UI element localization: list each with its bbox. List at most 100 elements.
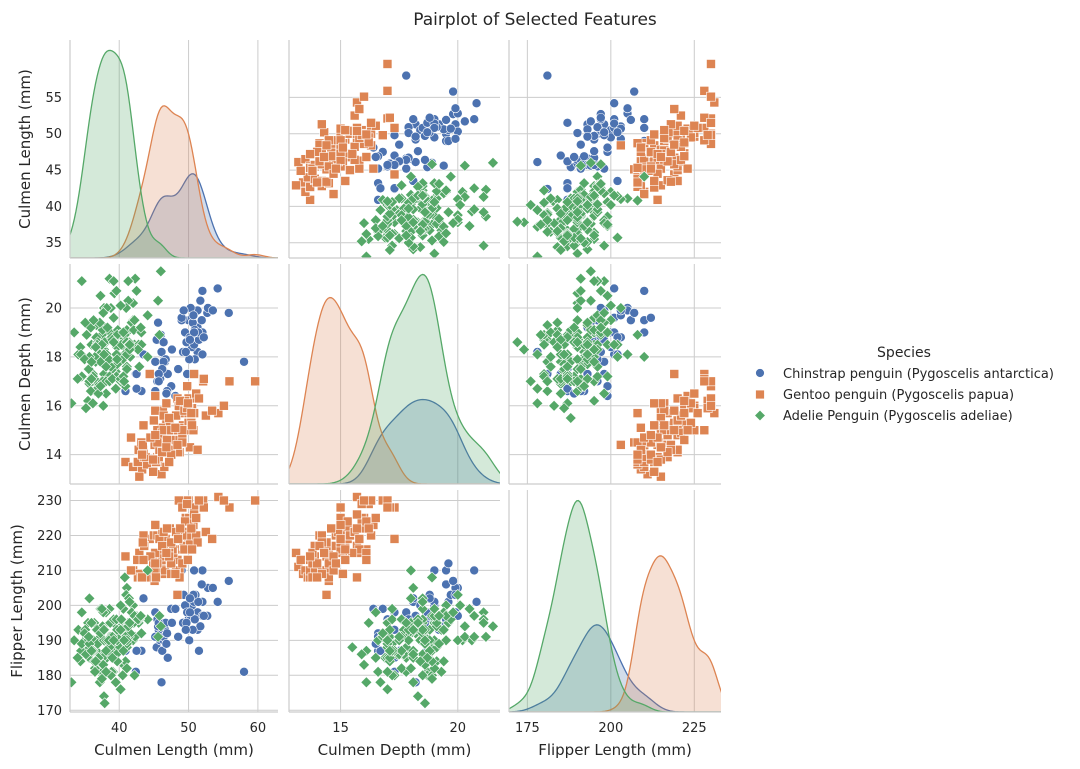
scatter-point-adelie <box>468 182 481 195</box>
scatter-point-gentoo <box>305 149 315 159</box>
scatter-point-adelie <box>135 627 148 640</box>
scatter-point-adelie <box>374 204 387 216</box>
scatter-point-adelie <box>153 328 166 341</box>
scatter-point-adelie <box>531 382 544 395</box>
scatter-point-chinstrap <box>585 116 596 127</box>
scatter-point-gentoo <box>172 590 183 600</box>
kde-curves <box>70 49 278 258</box>
x-tick-label: 20 <box>450 721 467 736</box>
scatter-point-adelie <box>611 231 624 244</box>
scatter-point-gentoo <box>679 137 690 148</box>
scatter-point-adelie <box>386 613 399 626</box>
scatter-point-adelie <box>360 228 373 240</box>
scatter-point-chinstrap <box>599 127 609 138</box>
scatter-point-adelie <box>426 571 438 584</box>
scatter-point-adelie <box>437 236 450 248</box>
scatter-point-gentoo <box>138 555 149 565</box>
scatter-point-gentoo <box>361 555 372 565</box>
scatter-point-gentoo <box>706 59 716 69</box>
scatter-point-chinstrap <box>195 295 206 306</box>
y-tick-label: 16 <box>45 399 62 414</box>
scatter-point-adelie <box>86 397 99 410</box>
scatter-point-adelie <box>601 289 614 302</box>
scatter-point-gentoo <box>656 152 666 162</box>
scatter-point-gentoo <box>150 558 161 569</box>
scatter-point-gentoo <box>312 177 322 188</box>
scatter-point-adelie <box>97 306 110 319</box>
scatter-point-gentoo <box>340 555 351 565</box>
scatter-point-adelie <box>118 634 131 647</box>
scatter-point-chinstrap <box>424 112 435 123</box>
scatter-point-adelie <box>428 247 441 258</box>
scatter-point-adelie <box>601 370 614 383</box>
scatter-point-chinstrap <box>212 283 223 294</box>
kde-line-chinstrap <box>289 398 500 484</box>
scatter-point-adelie <box>437 623 450 636</box>
scatter-point-adelie <box>442 206 455 219</box>
scatter-point-adelie <box>352 257 353 258</box>
x-tick-label: 50 <box>180 721 197 736</box>
scatter-point-chinstrap <box>382 160 393 170</box>
scatter-point-adelie <box>541 385 554 398</box>
scatter-point-adelie <box>101 321 114 334</box>
scatter-point-gentoo <box>331 558 341 569</box>
scatter-point-adelie <box>100 360 112 373</box>
scatter-point-adelie <box>437 655 450 668</box>
scatter-point-adelie <box>89 655 102 668</box>
scatter-point-adelie <box>152 630 164 643</box>
scatter-point-adelie <box>118 375 131 388</box>
scatter-point-adelie <box>440 227 453 240</box>
scatter-point-gentoo <box>686 132 696 143</box>
scatter-point-adelie <box>395 644 408 657</box>
legend-entry-gentoo: Gentoo penguin (Pygoscelis papua) <box>755 388 1014 403</box>
scatter-point-adelie <box>511 215 524 228</box>
scatter-point-adelie <box>107 311 120 324</box>
scatter-point-adelie <box>134 609 147 622</box>
scatter-point-adelie <box>381 683 394 696</box>
scatter-point-adelie <box>477 616 490 629</box>
scatter-point-gentoo <box>669 139 680 150</box>
scatter-point-adelie <box>588 229 601 242</box>
scatter-point-gentoo <box>345 165 355 175</box>
x-tick-label: 60 <box>250 721 267 736</box>
scatter-point-gentoo <box>646 449 656 460</box>
scatter-point-adelie <box>85 644 98 657</box>
scatter-point-gentoo <box>138 537 148 548</box>
scatter-point-gentoo <box>646 163 656 174</box>
scatter-point-adelie <box>584 156 597 169</box>
scatter-point-adelie <box>468 609 481 622</box>
scatter-point-gentoo <box>652 457 663 467</box>
scatter-point-adelie <box>416 623 429 636</box>
scatter-point-adelie <box>400 229 413 242</box>
scatter-point-chinstrap <box>185 607 195 618</box>
scatter-point-adelie <box>416 189 429 202</box>
scatter-point-gentoo <box>194 393 204 404</box>
scatter-point-gentoo <box>161 398 172 409</box>
scatter-point-adelie <box>141 564 154 577</box>
panel-r1-c2 <box>288 40 500 259</box>
scatter-point-adelie <box>416 595 429 608</box>
scatter-point-chinstrap <box>157 646 168 656</box>
y-tick-label: 190 <box>37 634 62 649</box>
scatter-point-adelie <box>94 289 107 302</box>
scatter-point-gentoo <box>340 176 351 186</box>
scatter-point-adelie <box>381 634 394 647</box>
scatter-point-adelie <box>414 655 427 668</box>
scatter-point-adelie <box>426 234 438 247</box>
scatter-point-gentoo <box>182 381 192 392</box>
scatter-point-adelie <box>106 651 119 664</box>
kde-fill-gentoo <box>509 555 721 712</box>
scatter-point-adelie <box>82 630 95 643</box>
scatter-point-gentoo <box>250 495 260 506</box>
scatter-point-adelie <box>154 620 167 633</box>
scatter-points <box>70 265 260 482</box>
y-tick-label: 230 <box>37 494 62 509</box>
kde-line-chinstrap <box>509 624 721 712</box>
scatter-point-gentoo <box>354 104 365 114</box>
scatter-point-adelie <box>588 275 601 288</box>
scatter-point-adelie <box>75 606 88 619</box>
y-tick-label: 50 <box>45 127 62 142</box>
scatter-point-gentoo <box>706 118 716 128</box>
scatter-point-gentoo <box>679 396 690 406</box>
